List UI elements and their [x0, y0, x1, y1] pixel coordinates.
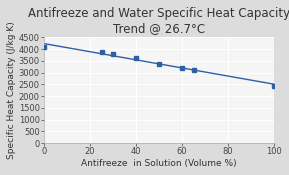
Title: Antifreeze and Water Specific Heat Capacity
Trend @ 26.7°C: Antifreeze and Water Specific Heat Capac… — [28, 7, 289, 35]
X-axis label: Antifreeze  in Solution (Volume %): Antifreeze in Solution (Volume %) — [81, 159, 237, 168]
Y-axis label: Specific Heat Capacity (J/kg·K): Specific Heat Capacity (J/kg·K) — [7, 21, 16, 159]
